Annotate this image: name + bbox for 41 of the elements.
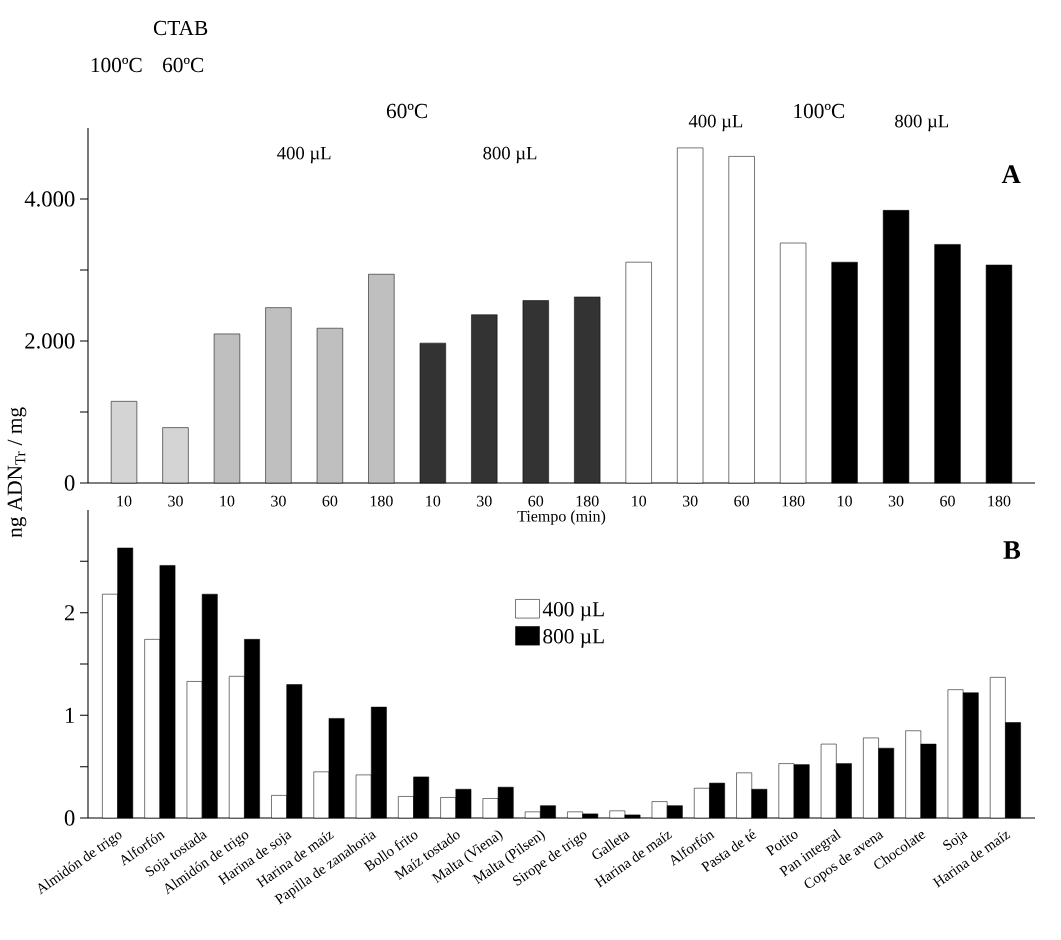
annotation: 800 µL	[895, 114, 949, 132]
y-tick-label: 2.000	[25, 333, 75, 349]
x-tick-label: 180	[782, 495, 805, 507]
x-tick-label: 60	[734, 495, 750, 507]
text: 60ºC	[386, 103, 428, 119]
y-tick-label: 2	[64, 605, 75, 621]
x-tick-label: 10	[837, 495, 852, 507]
annotation: 800 µL	[483, 146, 537, 164]
y-tick-label: 4.000	[24, 191, 75, 207]
y-tick-label: 1	[65, 707, 74, 723]
x-tick-label: 10	[426, 495, 441, 507]
annotation: A	[1001, 165, 1021, 183]
x-tick-label: Potito	[765, 831, 798, 856]
x-axis-title: Tiempo (min)	[517, 510, 606, 525]
x-tick-label: 60	[528, 495, 544, 507]
annotation: 400 µL	[277, 146, 331, 164]
x-tick-label: 10	[117, 495, 132, 507]
x-tick-label: 30	[477, 495, 492, 507]
y-tick-label: 0	[64, 810, 75, 826]
x-tick-label: Soja	[943, 831, 969, 851]
annotation: 400 µL	[688, 114, 743, 132]
x-tick-label: 30	[168, 495, 183, 507]
legend-label: 400 µL	[542, 602, 604, 621]
text: 100ºC	[794, 103, 845, 119]
x-tick-label: 30	[888, 495, 904, 507]
y-tick-label: 0	[64, 475, 75, 491]
x-tick-label: 10	[632, 495, 647, 507]
x-tick-label: 30	[271, 495, 286, 507]
x-tick-label: 30	[682, 495, 698, 507]
x-tick-label: 10	[220, 495, 235, 507]
text: CTAB	[153, 20, 208, 36]
x-tick-label: 180	[988, 495, 1011, 507]
text: 100ºC	[91, 57, 142, 73]
x-tick-label: 60	[322, 495, 338, 507]
legend-label: 800 µL	[543, 629, 604, 648]
text: 60ºC	[163, 57, 204, 73]
x-tick-label: 180	[576, 495, 599, 507]
y-axis-title: ng ADN$_{Tr}$ / mg	[7, 407, 27, 538]
x-tick-label: 60	[940, 495, 955, 507]
annotation: B	[1003, 541, 1021, 559]
x-tick-label: 180	[370, 495, 393, 507]
